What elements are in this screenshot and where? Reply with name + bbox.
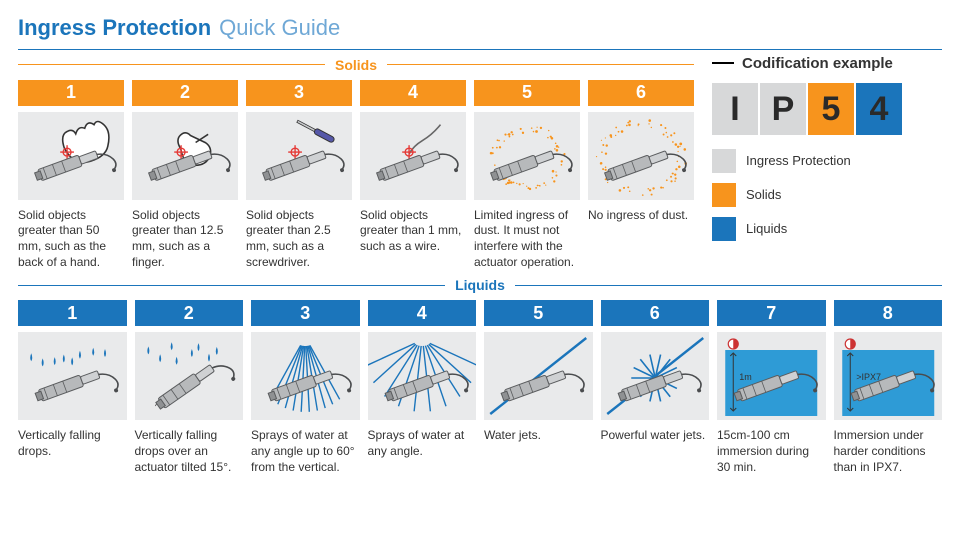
solids-card-desc: Solid objects greater than 1 mm, such as… (360, 208, 466, 255)
liquids-card-illustration (368, 332, 477, 420)
liquids-card: 3 Sprays of water at any angle up to 60°… (251, 300, 360, 475)
codification-char: 4 (856, 83, 902, 135)
liquids-card: 7 1m 15cm-100 cm immersion during 30 min… (717, 300, 826, 475)
solids-card-desc: Limited ingress of dust. It must not int… (474, 208, 580, 270)
solids-card: 3 Solid objects greater than 2.5 mm, suc… (246, 80, 352, 270)
liquids-card: 5 Water jets. (484, 300, 593, 475)
top-row: Solids 1 Solid objects greater than 50 m… (18, 54, 942, 271)
liquids-card-desc: 15cm-100 cm immersion during 30 min. (717, 428, 826, 475)
solids-card-illustration (360, 112, 466, 200)
solids-card-number: 6 (588, 80, 694, 106)
svg-text:>IPX7: >IPX7 (856, 372, 881, 382)
solids-card-illustration (18, 112, 124, 200)
solids-label: Solids (335, 56, 377, 74)
liquids-card-illustration (18, 332, 127, 420)
liquids-cards: 1 Vertically falling drops. 2 15° Vertic… (18, 300, 942, 475)
liquids-card-number: 8 (834, 300, 943, 326)
solids-card: 6 No ingress of dust. (588, 80, 694, 270)
svg-text:1m: 1m (739, 372, 752, 382)
legend-item: Liquids (712, 217, 942, 241)
codification-char: I (712, 83, 758, 135)
solids-card-number: 5 (474, 80, 580, 106)
solids-card-number: 2 (132, 80, 238, 106)
liquids-card: 8 >IPX7 Immersion under harder condition… (834, 300, 943, 475)
page-title-sub: Quick Guide (219, 14, 340, 43)
solids-card: 5 Limited ingress of dust. It must not i… (474, 80, 580, 270)
legend-swatch (712, 183, 736, 207)
legend-title: Codification example (742, 54, 893, 74)
solids-card-desc: Solid objects greater than 50 mm, such a… (18, 208, 124, 270)
codification-char: 5 (808, 83, 854, 135)
liquids-card-number: 1 (18, 300, 127, 326)
liquids-card-illustration: >IPX7 (834, 332, 943, 420)
codification-char: P (760, 83, 806, 135)
liquids-card-number: 5 (484, 300, 593, 326)
liquids-card-illustration (601, 332, 710, 420)
solids-header-line-right (387, 64, 694, 65)
solids-card-desc: Solid objects greater than 2.5 mm, such … (246, 208, 352, 270)
liquids-card-desc: Vertically falling drops over an actuato… (135, 428, 244, 475)
page-title-row: Ingress Protection Quick Guide (18, 14, 942, 43)
liquids-card-desc: Vertically falling drops. (18, 428, 127, 459)
liquids-card-number: 6 (601, 300, 710, 326)
page-title-main: Ingress Protection (18, 14, 211, 43)
legend-item-label: Solids (746, 187, 781, 204)
liquids-card-desc: Water jets. (484, 428, 593, 444)
legend-item-label: Liquids (746, 221, 787, 238)
solids-card-desc: No ingress of dust. (588, 208, 694, 224)
solids-card-number: 1 (18, 80, 124, 106)
solids-card-number: 4 (360, 80, 466, 106)
solids-card-number: 3 (246, 80, 352, 106)
legend-section: Codification example IP54 Ingress Protec… (712, 54, 942, 271)
legend-dash-icon (712, 62, 734, 64)
liquids-card-illustration: 1m (717, 332, 826, 420)
legend-item: Solids (712, 183, 942, 207)
liquids-header-line-right (515, 285, 942, 286)
legend-items: Ingress Protection Solids Liquids (712, 149, 942, 241)
liquids-card: 4 Sprays of water at any angle. (368, 300, 477, 475)
liquids-card-number: 3 (251, 300, 360, 326)
liquids-card-desc: Sprays of water at any angle. (368, 428, 477, 459)
solids-section: Solids 1 Solid objects greater than 50 m… (18, 54, 694, 271)
solids-card: 4 Solid objects greater than 1 mm, such … (360, 80, 466, 270)
solids-card-illustration (246, 112, 352, 200)
liquids-card-illustration: 15° (135, 332, 244, 420)
legend-item: Ingress Protection (712, 149, 942, 173)
liquids-header: Liquids (18, 276, 942, 294)
legend-swatch (712, 217, 736, 241)
liquids-card-number: 7 (717, 300, 826, 326)
liquids-card: 2 15° Vertically falling drops over an a… (135, 300, 244, 475)
liquids-card-desc: Sprays of water at any angle up to 60° f… (251, 428, 360, 475)
solids-card-desc: Solid objects greater than 12.5 mm, such… (132, 208, 238, 270)
liquids-header-line-left (18, 285, 445, 286)
liquids-card-desc: Powerful water jets. (601, 428, 710, 444)
title-underline (18, 49, 942, 50)
liquids-label: Liquids (455, 276, 505, 294)
solids-card: 1 Solid objects greater than 50 mm, such… (18, 80, 124, 270)
liquids-card-number: 4 (368, 300, 477, 326)
solids-card-illustration (588, 112, 694, 200)
legend-header: Codification example (712, 54, 942, 74)
liquids-card: 1 Vertically falling drops. (18, 300, 127, 475)
solids-card-illustration (132, 112, 238, 200)
solids-card-illustration (474, 112, 580, 200)
solids-cards: 1 Solid objects greater than 50 mm, such… (18, 80, 694, 270)
solids-header-line-left (18, 64, 325, 65)
liquids-card-illustration (484, 332, 593, 420)
solids-header: Solids (18, 56, 694, 74)
liquids-card-number: 2 (135, 300, 244, 326)
solids-card: 2 Solid objects greater than 12.5 mm, su… (132, 80, 238, 270)
legend-swatch (712, 149, 736, 173)
liquids-card-desc: Immersion under harder conditions than i… (834, 428, 943, 475)
codification-example: IP54 (712, 83, 942, 135)
liquids-card: 6 Powerful water jets. (601, 300, 710, 475)
liquids-card-illustration (251, 332, 360, 420)
legend-item-label: Ingress Protection (746, 153, 851, 170)
